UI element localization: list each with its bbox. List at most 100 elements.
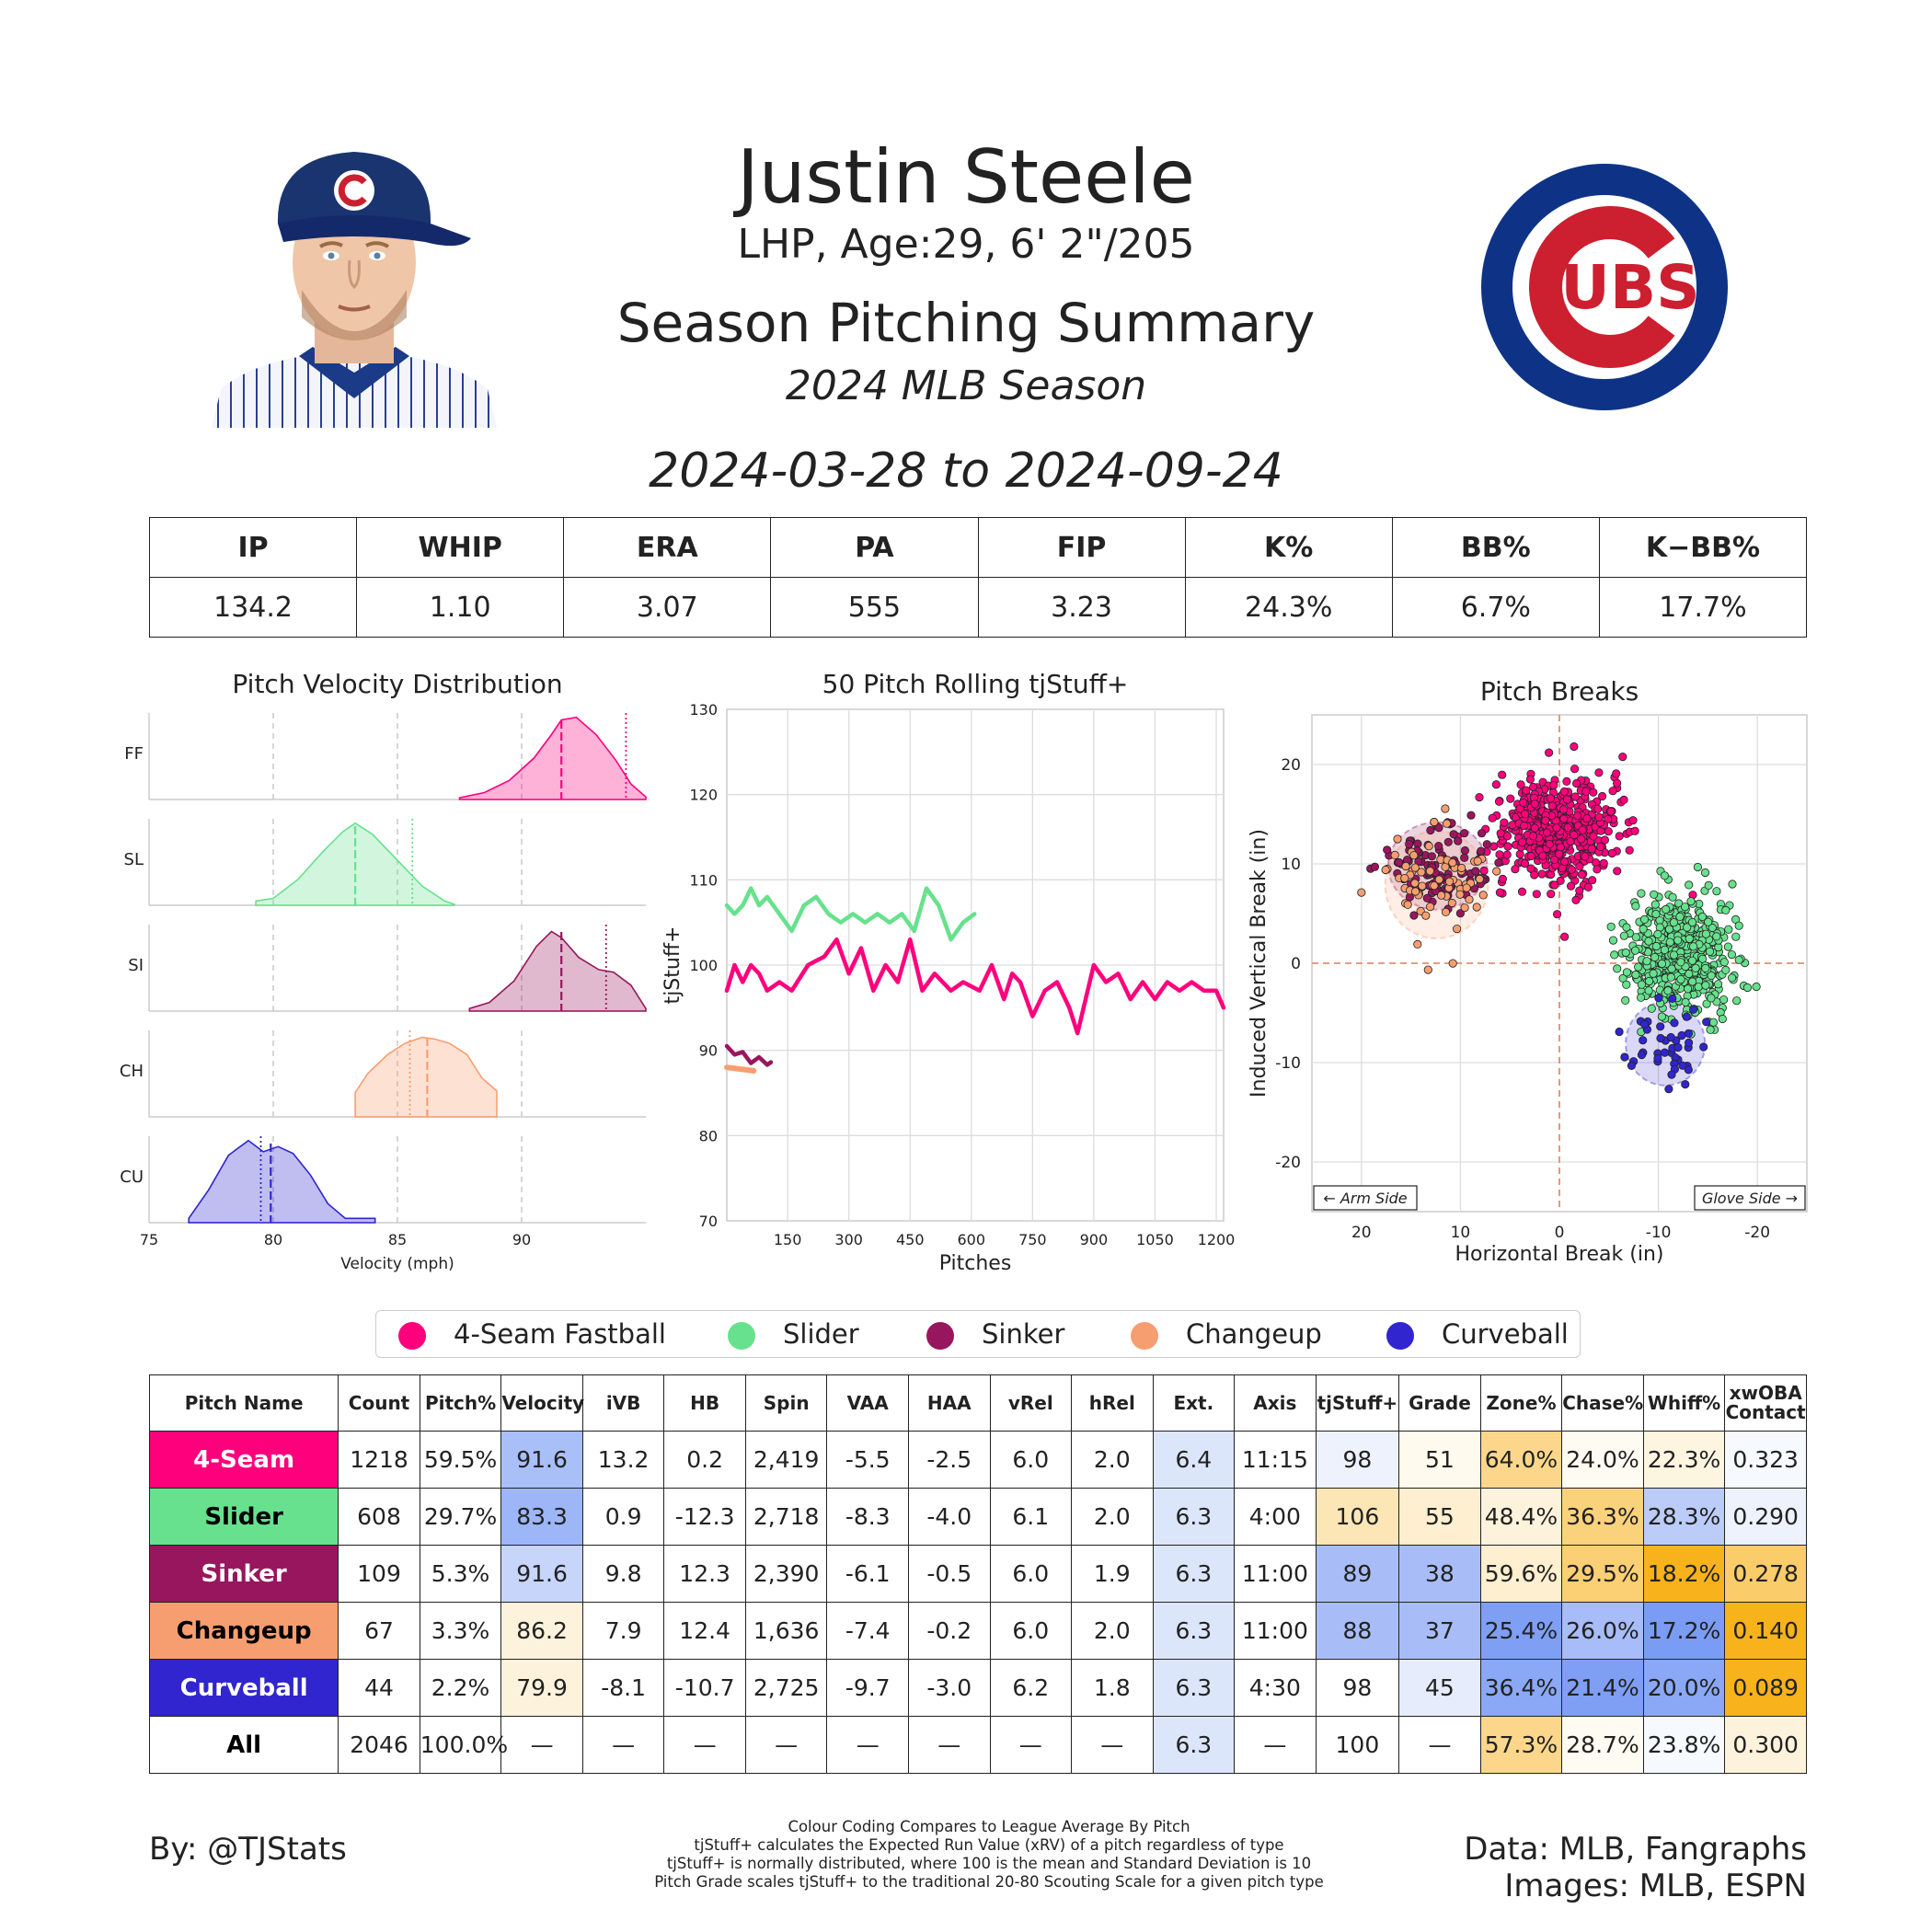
pitch-table-cell: —: [989, 1716, 1073, 1774]
break-point: [1477, 846, 1486, 856]
break-point: [1570, 765, 1580, 774]
break-point: [1544, 748, 1554, 757]
pitch-table-header: Velocity: [500, 1374, 584, 1432]
break-point: [1441, 804, 1450, 813]
tjstuff-ytick-label: 120: [689, 787, 718, 804]
footer-note: tjStuff+ is normally distributed, where …: [666, 1855, 1312, 1872]
break-point: [1701, 963, 1710, 972]
stat-value: 24.3%: [1184, 577, 1393, 638]
breaks-ytick-label: 20: [1281, 756, 1301, 775]
pitch-table-cell: 1.8: [1071, 1659, 1154, 1717]
pitch-name-cell: Slider: [148, 1488, 339, 1546]
break-point: [1582, 814, 1592, 823]
break-point: [1479, 866, 1489, 876]
pitch-table-header: Chase%: [1561, 1374, 1644, 1432]
break-point: [1719, 995, 1729, 1005]
pitch-table-cell: 2,390: [744, 1545, 828, 1603]
pitch-table-cell: -6.1: [826, 1545, 909, 1603]
pitch-table-cell: 0.290: [1724, 1488, 1807, 1546]
data-source: Data: MLB, Fangraphs: [1464, 1831, 1807, 1868]
break-point: [1666, 972, 1675, 982]
pitch-table-cell: 67: [338, 1602, 420, 1660]
break-point: [1681, 1079, 1690, 1089]
break-point: [1631, 902, 1640, 911]
break-point: [1587, 845, 1596, 854]
pitch-table-cell: -0.5: [907, 1545, 991, 1603]
break-point: [1728, 880, 1737, 889]
tjstuff-xtick-label: 1200: [1198, 1231, 1236, 1248]
break-point: [1667, 1070, 1676, 1079]
break-point: [1482, 840, 1491, 849]
velocity-chart-title: Pitch Velocity Distribution: [232, 669, 562, 699]
pitch-table-cell: 17.2%: [1642, 1602, 1726, 1660]
break-point: [1613, 964, 1622, 973]
break-point: [1680, 903, 1690, 912]
break-point: [1664, 1085, 1673, 1094]
break-point: [1630, 826, 1639, 835]
pitch-table-cell: 0.323: [1724, 1431, 1807, 1489]
break-point: [1401, 862, 1410, 871]
tjstuff-line-ff: [724, 937, 1226, 1036]
break-point: [1650, 890, 1659, 899]
pitch-table-cell: 38: [1398, 1545, 1481, 1603]
pitch-table-cell: 36.4%: [1479, 1659, 1563, 1717]
legend-dot: [728, 1322, 755, 1350]
break-point: [1653, 929, 1662, 938]
break-point: [1589, 832, 1598, 841]
break-point: [1668, 892, 1677, 902]
pitch-table-cell: 2,718: [744, 1488, 828, 1546]
break-point: [1528, 832, 1538, 841]
stat-value: 3.23: [977, 577, 1186, 638]
break-point: [1566, 837, 1575, 846]
break-point: [1637, 889, 1646, 898]
break-point: [1600, 835, 1609, 845]
tjstuff-ytick-label: 70: [699, 1213, 718, 1230]
break-point: [1410, 863, 1420, 872]
break-point: [1492, 867, 1501, 876]
break-point: [1637, 1050, 1647, 1060]
velocity-density-cu: [188, 1139, 376, 1224]
tjstuff-xtick-label: 300: [834, 1231, 863, 1248]
pitch-table-cell: 2.0: [1071, 1431, 1154, 1489]
break-point: [1466, 811, 1476, 820]
break-point: [1719, 958, 1729, 967]
velocity-distribution-chart: Pitch Velocity Distribution FF SL SI CH CU 75 8…: [120, 669, 647, 1273]
pitch-table-cell: 23.8%: [1642, 1716, 1726, 1774]
footer-note: Pitch Grade scales tjStuff+ to the tradi…: [654, 1873, 1324, 1891]
break-point: [1403, 900, 1412, 909]
break-point: [1430, 881, 1439, 891]
break-point: [1370, 862, 1379, 871]
break-point: [1503, 842, 1512, 851]
stat-header: IP: [148, 517, 358, 578]
break-point: [1634, 962, 1643, 972]
break-point: [1422, 893, 1432, 903]
pitch-table-cell: 4:00: [1234, 1488, 1317, 1546]
tjstuff-xtick-label: 150: [774, 1231, 802, 1248]
pitch-table-cell: 83.3: [500, 1488, 583, 1546]
stat-value: 6.7%: [1391, 577, 1600, 638]
break-point: [1518, 838, 1527, 847]
break-point: [1560, 857, 1570, 867]
break-point: [1491, 780, 1501, 789]
break-point: [1608, 787, 1617, 796]
pitch-arsenal-table: Pitch Name Count Pitch% Velocity iVB HB Spin VA…: [148, 1374, 1807, 1774]
break-point: [1732, 996, 1742, 1006]
pitch-table-cell: 6.2: [989, 1659, 1073, 1717]
break-point: [1663, 986, 1673, 995]
break-point: [1684, 1065, 1693, 1075]
break-point: [1713, 980, 1723, 989]
break-point: [1530, 823, 1539, 833]
break-point: [1685, 969, 1694, 979]
pitch-table-cell: 0.2: [663, 1431, 746, 1489]
pitch-table-cell: 25.4%: [1479, 1602, 1563, 1660]
pitch-table-cell: 26.0%: [1561, 1602, 1644, 1660]
pitch-table-cell: —: [907, 1716, 991, 1774]
velocity-tick-label: 85: [388, 1231, 407, 1248]
break-point: [1727, 973, 1737, 983]
pitch-table-header: Axis: [1234, 1374, 1317, 1432]
pitch-table-cell: -7.4: [826, 1602, 909, 1660]
tjstuff-ytick-label: 110: [689, 871, 718, 889]
break-point: [1542, 828, 1552, 837]
break-point: [1502, 850, 1512, 859]
footer-notes: Colour Coding Compares to League Average…: [552, 1818, 1426, 1892]
